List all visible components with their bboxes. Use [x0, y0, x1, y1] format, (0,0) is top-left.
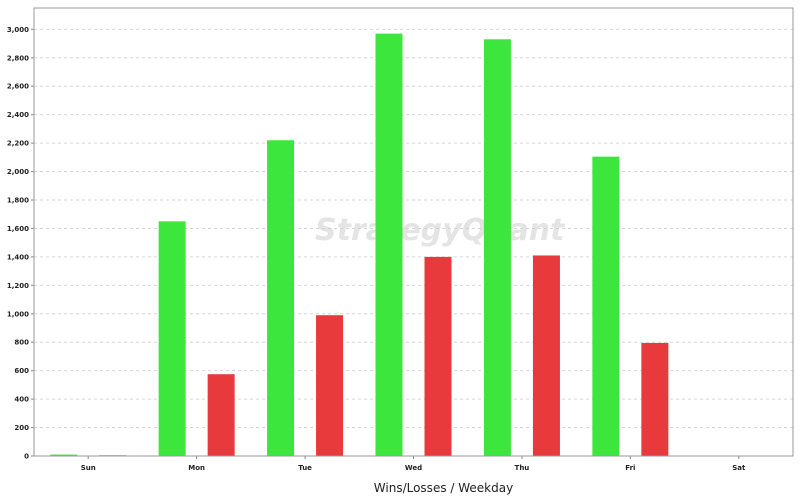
y-tick-label: 1,600	[7, 225, 29, 233]
loss-bar-mon	[207, 374, 235, 456]
y-tick-label: 1,800	[7, 197, 29, 205]
x-tick-label: Wed	[405, 464, 422, 472]
plot-frame	[33, 7, 794, 457]
win-bar-mon	[158, 221, 186, 456]
y-axis: 0 200 400 600 800 1,000 1,200 1,400 1,600 1,800 2,…	[7, 26, 34, 461]
win-bar-wed	[375, 33, 403, 456]
win-bar-tue	[267, 140, 295, 456]
y-tick-label: 600	[14, 367, 29, 375]
y-tick-label: 200	[14, 424, 29, 432]
x-tick-label: Tue	[298, 464, 312, 472]
x-axis-title: Wins/Losses / Weekday	[374, 481, 513, 495]
x-tick-label: Sat	[732, 464, 746, 472]
y-tick-label: 2,600	[7, 83, 29, 91]
loss-bar-fri	[641, 342, 669, 456]
y-tick-label: 1,400	[7, 253, 29, 261]
win-bar-fri	[592, 156, 620, 456]
loss-bar-thu	[532, 255, 560, 456]
y-tick-label: 2,000	[7, 168, 29, 176]
y-tick-label: 800	[14, 339, 29, 347]
y-tick-label: 2,200	[7, 140, 29, 148]
x-tick-label: Sun	[81, 464, 96, 472]
y-tick-label: 1,000	[7, 310, 29, 318]
x-tick-label: Mon	[188, 464, 205, 472]
bars-group	[50, 33, 669, 457]
y-tick-label: 2,400	[7, 111, 29, 119]
win-bar-thu	[483, 39, 511, 457]
watermark: StrategyQuant	[315, 213, 566, 248]
loss-bar-tue	[316, 315, 344, 456]
x-tick-label: Fri	[625, 464, 635, 472]
loss-bar-wed	[424, 256, 452, 456]
win-bar-sun	[50, 454, 78, 456]
y-tick-label: 3,000	[7, 26, 29, 34]
x-tick-label: Thu	[515, 464, 530, 472]
y-tick-label: 0	[24, 453, 29, 461]
y-tick-label: 1,200	[7, 282, 29, 290]
y-tick-label: 2,800	[7, 54, 29, 62]
y-tick-label: 400	[14, 396, 29, 404]
